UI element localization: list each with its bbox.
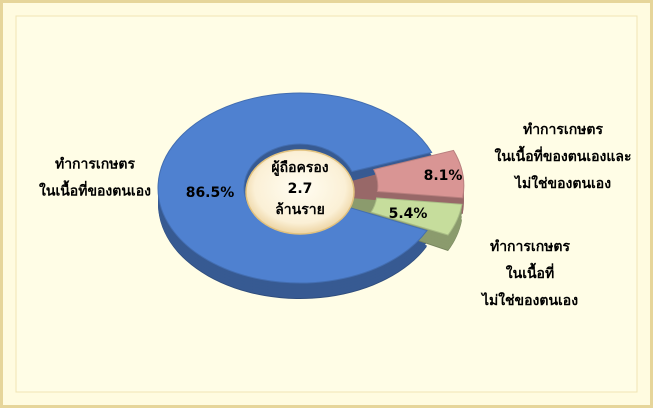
category-label: ไม่ใช่ของตนเอง	[513, 174, 611, 192]
slice	[373, 149, 465, 199]
category-label: ทำการเกษตร	[55, 157, 136, 173]
slice	[370, 197, 463, 236]
center-label: ล้านราย	[275, 202, 325, 218]
category-label: ทำการเกษตร	[490, 239, 571, 255]
category-label: ไม่ใช่ของตนเอง	[480, 291, 578, 309]
center-label: ผู้ถือครอง	[271, 160, 328, 176]
center-label: 2.7	[288, 181, 313, 197]
donut-hole	[245, 149, 355, 235]
category-label: ทำการเกษตร	[523, 122, 604, 138]
category-label: ในเนื้อที่ของตนเองและ	[494, 145, 631, 165]
category-label: ในเนื้อที่	[506, 262, 554, 282]
value-label: 8.1%	[424, 168, 463, 184]
category-label: ในเนื้อที่ของตนเอง	[39, 180, 151, 200]
value-label: 5.4%	[389, 206, 428, 222]
value-label: 86.5%	[186, 185, 235, 201]
